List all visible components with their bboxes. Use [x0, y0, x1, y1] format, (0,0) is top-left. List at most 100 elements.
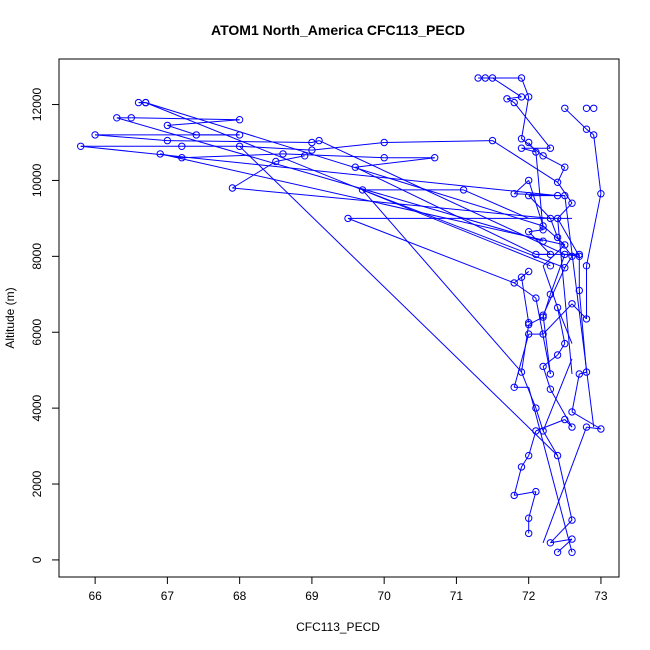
data-point-100: [163, 121, 172, 130]
series-segment-124: [557, 218, 573, 375]
data-point-12: [532, 427, 540, 435]
series-segment-21: [528, 491, 537, 519]
series-segment-121: [362, 189, 522, 373]
data-point-88: [517, 93, 526, 101]
data-point-53: [568, 252, 576, 260]
data-point-46: [582, 262, 591, 270]
series-segment-10: [549, 254, 566, 295]
y-tick-label: 6000: [30, 319, 44, 346]
x-tick-label: 71: [450, 589, 464, 603]
series-lines: [80, 77, 602, 553]
series-segment-111: [181, 153, 284, 159]
data-point-79: [488, 136, 497, 145]
data-point-84: [590, 104, 598, 113]
data-point-101: [192, 131, 201, 139]
data-point-34: [539, 311, 547, 319]
series-segment-91: [232, 187, 551, 219]
data-point-67: [525, 176, 533, 185]
series-segment-76: [542, 267, 566, 316]
series-segment-93: [275, 155, 305, 162]
data-point-87: [503, 95, 511, 103]
x-tick-label: 72: [522, 589, 536, 603]
y-tick-label: 4000: [30, 394, 44, 421]
data-point-71: [228, 184, 237, 192]
series-segment-18: [521, 96, 530, 139]
data-point-29: [525, 330, 533, 338]
data-point-118: [431, 154, 439, 162]
series-segment-62: [535, 151, 544, 230]
series-segment-5: [535, 407, 544, 432]
data-point-18: [568, 408, 576, 416]
series-segment-28: [549, 388, 573, 428]
data-point-10: [525, 451, 533, 460]
data-point-111: [308, 146, 316, 154]
y-axis: 0 2000 4000 6000 8000 10000 12000: [30, 88, 60, 563]
data-point-76: [517, 144, 526, 152]
data-point-24: [575, 370, 583, 378]
data-point-36: [568, 300, 576, 308]
data-point-108: [77, 142, 85, 151]
series-segment-115: [355, 166, 537, 255]
data-point-26: [539, 362, 547, 371]
series-segment-29: [542, 366, 551, 390]
data-point-11: [553, 451, 562, 460]
data-point-90: [517, 74, 526, 82]
data-point-109: [178, 142, 186, 151]
series-segment-15: [557, 166, 566, 183]
data-point-106: [315, 136, 323, 145]
data-point-48: [546, 250, 555, 259]
series-segment-89: [384, 140, 493, 143]
data-point-68: [553, 178, 562, 187]
x-axis-label: CFC113_PECD: [296, 620, 380, 634]
data-point-107: [380, 138, 388, 147]
chart-title: ATOM1 North_America CFC113_PECD: [211, 22, 465, 38]
data-point-99: [235, 116, 244, 124]
series-segment-23: [513, 466, 522, 496]
series-segment-87: [239, 145, 312, 151]
y-tick-label: 12000: [30, 88, 44, 122]
series-segment-48: [593, 134, 602, 194]
series-segment-16: [542, 155, 566, 168]
data-point-73: [561, 163, 569, 171]
x-tick-label: 70: [377, 589, 391, 603]
data-point-28: [561, 339, 569, 348]
data-point-119: [351, 163, 359, 171]
series-segment-63: [521, 147, 537, 153]
series-segment-105: [145, 102, 544, 227]
data-point-81: [582, 125, 591, 133]
series-segment-32: [557, 307, 566, 344]
series-segment-102: [167, 140, 312, 143]
data-point-42: [517, 273, 526, 281]
series-segment-54: [571, 373, 580, 412]
data-point-117: [380, 154, 388, 162]
series-segment-116: [362, 189, 565, 269]
data-point-32: [525, 319, 533, 327]
data-point-7: [532, 487, 540, 496]
x-tick-label: 68: [233, 589, 247, 603]
series-segment-82: [528, 142, 537, 153]
data-point-112: [156, 150, 164, 158]
series-segment-66: [506, 98, 515, 104]
data-point-70: [358, 186, 367, 194]
x-tick-label: 66: [88, 589, 102, 603]
data-point-17: [597, 425, 605, 433]
series-segment-12: [557, 218, 580, 257]
data-point-74: [539, 152, 547, 160]
series-segment-98: [167, 124, 197, 136]
data-point-6: [525, 514, 533, 522]
data-point-30: [539, 330, 547, 338]
data-point-50: [561, 241, 569, 249]
series-segment-68: [492, 77, 522, 98]
data-point-49: [561, 250, 569, 259]
data-point-57: [525, 228, 533, 236]
series-segment-97: [167, 119, 240, 126]
data-point-13: [539, 427, 547, 435]
data-point-82: [590, 131, 598, 139]
series-segment-49: [586, 128, 595, 136]
x-tick-label: 69: [305, 589, 319, 603]
series-segment-90: [492, 140, 558, 183]
data-point-93: [474, 74, 482, 82]
data-point-92: [481, 74, 489, 82]
series-segment-3: [557, 455, 573, 521]
series-segment-118: [463, 189, 529, 219]
